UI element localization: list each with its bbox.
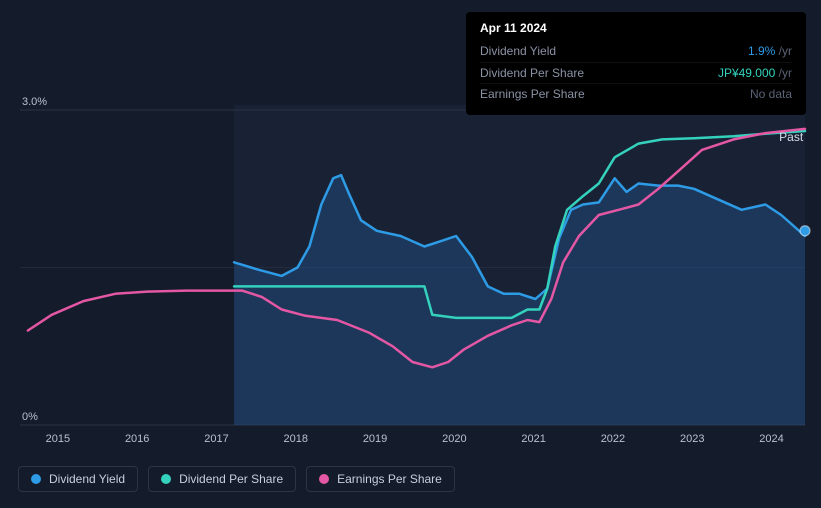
x-tick-label: 2017: [204, 433, 228, 445]
x-tick-label: 2022: [601, 433, 625, 445]
tooltip-rows: Dividend Yield 1.9% /yr Dividend Per Share…: [480, 41, 792, 105]
tooltip-row: Earnings Per Share No data: [480, 83, 792, 105]
tooltip-row-value: No data: [750, 86, 792, 103]
legend-swatch: [31, 474, 41, 484]
tooltip-row: Dividend Per Share JP¥49.000 /yr: [480, 62, 792, 84]
legend-swatch: [319, 474, 329, 484]
x-tick-label: 2018: [284, 433, 308, 445]
x-tick-label: 2016: [125, 433, 149, 445]
chart-legend: Dividend Yield Dividend Per Share Earnings…: [18, 466, 455, 492]
y-tick-label: 3.0%: [22, 96, 47, 108]
tooltip-row-label: Dividend Per Share: [480, 65, 584, 82]
past-label: Past: [779, 130, 803, 144]
tooltip-date: Apr 11 2024: [480, 20, 792, 37]
tooltip-row-label: Earnings Per Share: [480, 86, 585, 103]
legend-label: Earnings Per Share: [337, 472, 442, 486]
legend-item-earnings-per-share[interactable]: Earnings Per Share: [306, 466, 455, 492]
y-tick-label: 0%: [22, 411, 38, 423]
tooltip-row: Dividend Yield 1.9% /yr: [480, 41, 792, 62]
legend-label: Dividend Yield: [49, 472, 125, 486]
x-tick-label: 2021: [521, 433, 545, 445]
legend-swatch: [161, 474, 171, 484]
x-tick-label: 2024: [759, 433, 783, 445]
chart-tooltip: Apr 11 2024 Dividend Yield1.9% /yrDivide…: [466, 12, 806, 115]
x-tick-label: 2020: [442, 433, 466, 445]
legend-item-dividend-per-share[interactable]: Dividend Per Share: [148, 466, 296, 492]
tooltip-row-value: 1.9% /yr: [748, 43, 792, 60]
x-tick-label: 2023: [680, 433, 704, 445]
x-tick-label: 2019: [363, 433, 387, 445]
tooltip-row-value: JP¥49.000 /yr: [718, 65, 792, 82]
legend-label: Dividend Per Share: [179, 472, 283, 486]
legend-item-dividend-yield[interactable]: Dividend Yield: [18, 466, 138, 492]
dividend-chart: Apr 11 2024 Dividend Yield1.9% /yrDivide…: [0, 0, 821, 508]
tooltip-row-label: Dividend Yield: [480, 43, 556, 60]
x-tick-label: 2015: [46, 433, 70, 445]
